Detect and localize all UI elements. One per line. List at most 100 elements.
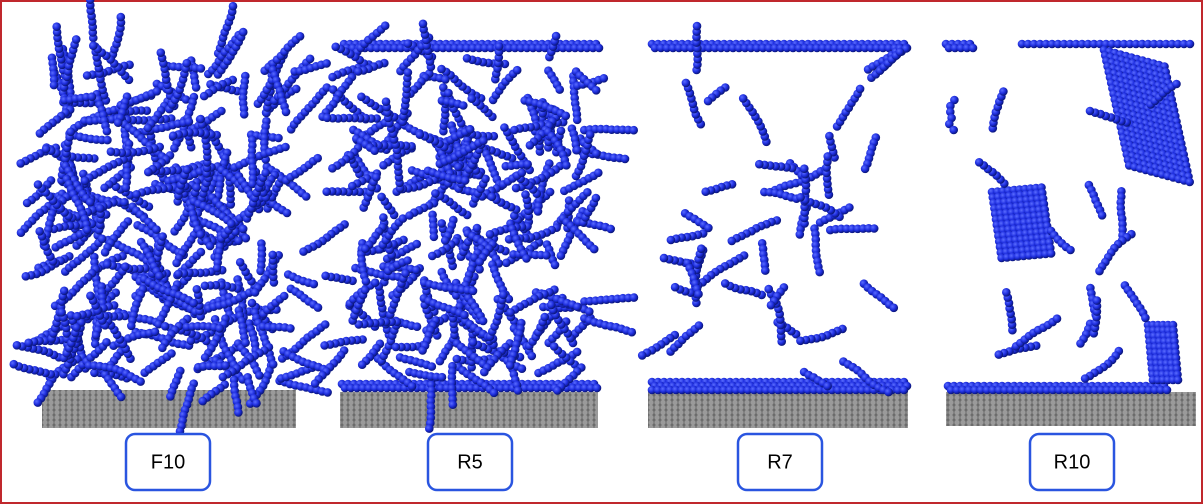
particle <box>441 75 450 84</box>
particle <box>551 261 560 270</box>
particle <box>127 322 136 331</box>
particle <box>408 382 417 391</box>
particle <box>323 388 332 397</box>
particle <box>555 85 564 94</box>
particle <box>151 328 160 337</box>
particle <box>196 230 205 239</box>
label-box: R10 <box>1030 434 1114 490</box>
particle <box>239 28 248 37</box>
particle <box>322 187 331 196</box>
particle <box>573 116 582 125</box>
particle <box>215 324 224 333</box>
particle <box>701 187 710 196</box>
particle <box>512 184 521 193</box>
particle <box>454 163 463 172</box>
particle <box>704 224 713 233</box>
particle <box>428 362 437 371</box>
particle <box>425 424 434 433</box>
particle <box>1047 249 1056 258</box>
particle <box>183 166 192 175</box>
particle <box>682 79 691 88</box>
particle <box>495 42 504 51</box>
particle <box>1185 178 1194 187</box>
particle <box>969 44 978 53</box>
particle <box>767 301 776 310</box>
label-box: F10 <box>126 434 210 490</box>
particle <box>379 161 388 170</box>
particle <box>547 301 556 310</box>
particle <box>521 190 530 199</box>
particle <box>1081 374 1090 383</box>
particle <box>412 240 421 249</box>
particle <box>884 388 893 397</box>
particle <box>526 141 535 150</box>
particle <box>796 193 805 202</box>
particle <box>856 85 865 94</box>
particle <box>381 21 390 30</box>
particle <box>60 287 69 296</box>
particle <box>88 92 97 101</box>
particle <box>36 129 45 138</box>
particle <box>73 312 82 321</box>
particle <box>158 232 167 241</box>
particle <box>132 190 141 199</box>
particle <box>252 399 261 408</box>
particle <box>152 225 161 234</box>
particle <box>845 203 854 212</box>
particle <box>1141 314 1150 323</box>
particle <box>500 123 509 132</box>
particle <box>170 144 179 153</box>
particle <box>896 48 905 57</box>
particle <box>401 269 410 278</box>
particle <box>251 288 260 297</box>
particle <box>404 39 413 48</box>
particle <box>17 228 26 237</box>
particle <box>83 71 92 80</box>
particle <box>823 152 832 161</box>
particle <box>540 313 549 322</box>
particle <box>528 352 537 361</box>
particle <box>660 254 669 263</box>
particle <box>331 43 340 52</box>
particle <box>693 22 702 31</box>
particle <box>136 377 145 386</box>
particle <box>306 55 315 64</box>
particle <box>861 165 870 174</box>
particle <box>461 176 470 185</box>
particle <box>510 126 519 135</box>
particle <box>144 168 153 177</box>
particle <box>621 155 630 164</box>
particle <box>219 373 228 382</box>
particle <box>206 242 215 251</box>
particle <box>479 317 488 326</box>
particle <box>321 272 330 281</box>
particle <box>697 244 706 253</box>
particle <box>161 322 170 331</box>
particle <box>370 146 379 155</box>
particle <box>172 259 181 268</box>
particle <box>506 308 515 317</box>
particle <box>949 126 958 135</box>
particle <box>629 126 638 135</box>
panel-label: R10 <box>1054 451 1091 473</box>
particle <box>35 227 44 236</box>
particle <box>280 292 289 301</box>
label-box: R7 <box>738 434 822 490</box>
particle <box>412 266 421 275</box>
particle <box>469 287 478 296</box>
particle <box>444 89 453 98</box>
particle <box>311 379 320 388</box>
particle <box>192 83 201 92</box>
particle <box>200 92 209 101</box>
particle <box>1163 386 1172 395</box>
particle <box>513 66 522 75</box>
particle <box>506 361 515 370</box>
particle <box>57 308 66 317</box>
particle <box>466 125 475 134</box>
particle <box>449 400 458 409</box>
panel-label: R5 <box>457 451 483 473</box>
particle <box>377 193 386 202</box>
particle <box>144 124 153 133</box>
particle <box>201 282 210 291</box>
particle <box>83 226 92 235</box>
